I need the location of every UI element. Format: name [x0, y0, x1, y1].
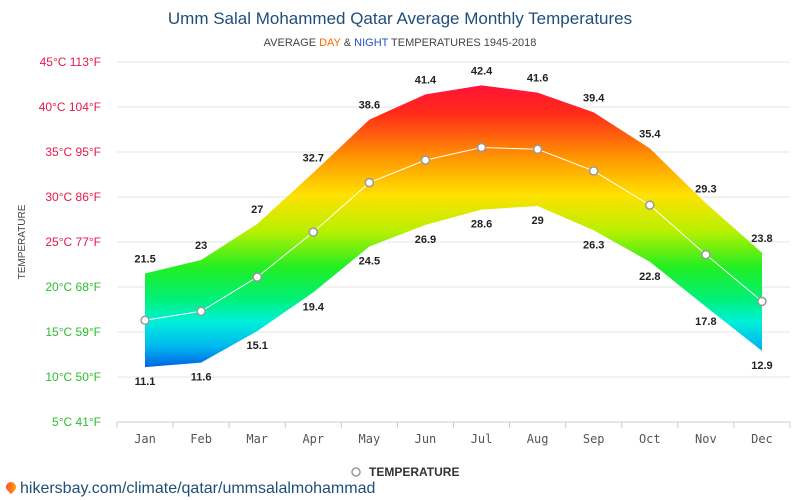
y-axis-label: TEMPERATURE — [17, 204, 28, 279]
night-data-label: 26.3 — [583, 239, 604, 251]
day-data-label: 38.6 — [359, 100, 380, 112]
source-link[interactable]: hikersbay.com/climate/qatar/ummsalalmoha… — [3, 479, 376, 498]
source-url: hikersbay.com/climate/qatar/ummsalalmoha… — [20, 480, 376, 497]
day-data-label: 29.3 — [695, 183, 716, 195]
average-point — [701, 249, 711, 260]
subtitle-night: NIGHT — [354, 37, 389, 49]
legend-label: TEMPERATURE — [369, 465, 459, 479]
night-data-label: 11.6 — [191, 372, 212, 384]
chart-title: Umm Salal Mohammed Qatar Average Monthly… — [168, 9, 632, 28]
day-data-label: 35.4 — [639, 128, 661, 140]
day-data-label: 27 — [251, 204, 263, 216]
night-data-label: 26.9 — [415, 234, 436, 246]
subtitle-prefix: AVERAGE — [264, 37, 319, 49]
y-tick-label: 10°C 50°F — [45, 370, 101, 384]
y-tick-labels: 5°C 41°F 10°C 50°F 15°C 59°F 20°C 68°F 25°C … — [39, 55, 101, 429]
day-data-labels: 21.5 23 27 32.7 38.6 41.4 42.4 41.6 39.4 35.4 29.3… — [134, 65, 772, 265]
day-data-label: 42.4 — [471, 65, 493, 77]
subtitle-day: DAY — [319, 37, 341, 49]
legend-marker — [351, 467, 361, 477]
night-data-label: 12.9 — [751, 360, 772, 372]
average-point — [252, 272, 262, 282]
average-point — [420, 155, 431, 165]
night-data-labels: 11.1 11.6 15.1 19.4 24.5 26.9 28.6 29 26.3 22.8 17… — [135, 215, 773, 388]
average-point — [476, 142, 487, 153]
legend[interactable]: TEMPERATURE — [351, 465, 459, 479]
average-temperature-line — [144, 146, 763, 321]
x-tick-label: May — [359, 432, 381, 446]
x-tick-label: Oct — [639, 432, 661, 446]
x-tick-label: Apr — [302, 432, 324, 446]
day-data-label: 41.4 — [415, 74, 437, 86]
y-tick-label: 15°C 59°F — [45, 325, 101, 339]
average-point — [532, 144, 543, 155]
night-data-label: 22.8 — [639, 271, 660, 283]
y-tick-label: 35°C 95°F — [45, 145, 101, 159]
night-data-label: 29 — [532, 215, 544, 227]
average-point — [308, 227, 319, 237]
day-data-label: 32.7 — [303, 153, 324, 165]
average-point — [196, 306, 206, 317]
average-point — [588, 166, 599, 176]
night-data-label: 28.6 — [471, 219, 492, 231]
chart-subtitle: AVERAGE DAY & NIGHT TEMPERATURES 1945-20… — [264, 37, 537, 49]
average-point — [757, 296, 767, 307]
x-tick-labels: Jan Feb Mar Apr May Jun Jul Aug Sep Oct Nov Dec — [116, 421, 791, 446]
night-data-label: 17.8 — [695, 316, 716, 328]
night-data-label: 24.5 — [359, 256, 380, 268]
x-tick-label: Feb — [190, 432, 212, 446]
average-point — [364, 177, 375, 188]
x-tick-label: Dec — [751, 432, 773, 446]
day-data-label: 39.4 — [583, 92, 605, 104]
y-tick-label: 25°C 77°F — [45, 235, 101, 249]
x-tick-label: Jun — [415, 432, 437, 446]
location-pin-icon — [3, 479, 19, 494]
night-data-label: 11.1 — [135, 376, 156, 388]
day-data-label: 23 — [195, 240, 207, 252]
y-tick-label: 20°C 68°F — [45, 280, 101, 294]
day-night-temperature-band — [145, 85, 762, 368]
day-data-label: 21.5 — [134, 254, 155, 266]
y-tick-label: 45°C 113°F — [40, 55, 101, 69]
average-temperature-markers — [140, 142, 767, 326]
day-data-label: 23.8 — [751, 233, 772, 245]
average-point — [645, 200, 655, 210]
x-tick-label: Sep — [583, 432, 605, 446]
y-tick-label: 40°C 104°F — [39, 100, 101, 114]
x-tick-label: Jan — [134, 432, 156, 446]
day-data-label: 41.6 — [527, 73, 548, 85]
x-tick-label: Aug — [527, 432, 549, 446]
x-tick-label: Mar — [246, 432, 268, 446]
night-data-label: 15.1 — [246, 340, 267, 352]
y-tick-label: 5°C 41°F — [52, 415, 101, 429]
night-data-label: 19.4 — [303, 301, 325, 313]
subtitle-amp: & — [341, 37, 354, 49]
subtitle-suffix: TEMPERATURES 1945-2018 — [388, 37, 536, 49]
x-tick-label: Jul — [471, 432, 493, 446]
x-tick-label: Nov — [695, 432, 717, 446]
y-tick-label: 30°C 86°F — [45, 190, 101, 204]
average-point — [140, 315, 150, 326]
